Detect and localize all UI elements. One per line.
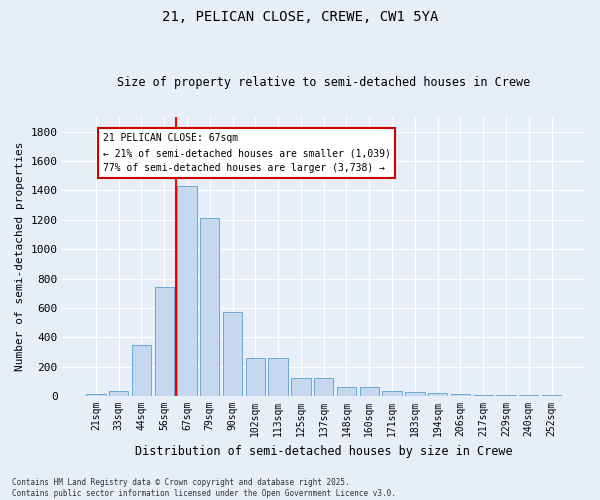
- Bar: [223, 312, 242, 396]
- Bar: [542, 394, 561, 396]
- Bar: [86, 394, 106, 396]
- Bar: [451, 394, 470, 396]
- Bar: [245, 358, 265, 396]
- Bar: [132, 346, 151, 396]
- Bar: [314, 378, 334, 396]
- Title: Size of property relative to semi-detached houses in Crewe: Size of property relative to semi-detach…: [117, 76, 530, 90]
- Text: 21, PELICAN CLOSE, CREWE, CW1 5YA: 21, PELICAN CLOSE, CREWE, CW1 5YA: [162, 10, 438, 24]
- Bar: [337, 387, 356, 396]
- X-axis label: Distribution of semi-detached houses by size in Crewe: Distribution of semi-detached houses by …: [135, 444, 512, 458]
- Bar: [155, 288, 174, 396]
- Bar: [268, 358, 288, 396]
- Bar: [291, 378, 311, 396]
- Text: Contains HM Land Registry data © Crown copyright and database right 2025.
Contai: Contains HM Land Registry data © Crown c…: [12, 478, 396, 498]
- Bar: [473, 394, 493, 396]
- Text: 21 PELICAN CLOSE: 67sqm
← 21% of semi-detached houses are smaller (1,039)
77% of: 21 PELICAN CLOSE: 67sqm ← 21% of semi-de…: [103, 133, 391, 173]
- Bar: [109, 391, 128, 396]
- Y-axis label: Number of semi-detached properties: Number of semi-detached properties: [15, 142, 25, 372]
- Bar: [405, 392, 425, 396]
- Bar: [428, 393, 448, 396]
- Bar: [382, 391, 402, 396]
- Bar: [200, 218, 220, 396]
- Bar: [359, 387, 379, 396]
- Bar: [178, 186, 197, 396]
